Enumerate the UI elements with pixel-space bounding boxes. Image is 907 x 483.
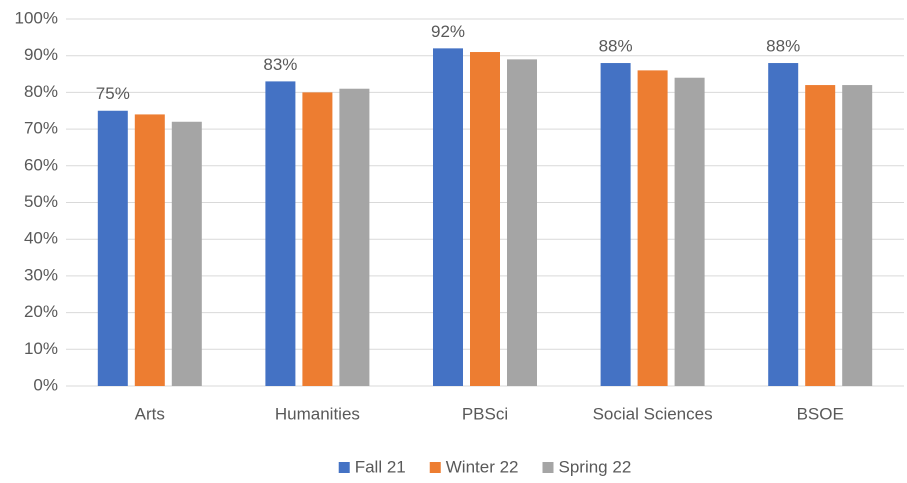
bar bbox=[674, 77, 705, 386]
bar bbox=[171, 121, 202, 386]
y-tick-label: 60% bbox=[24, 155, 58, 174]
x-tick-label: BSOE bbox=[797, 404, 844, 423]
data-label: 92% bbox=[431, 22, 465, 41]
bar bbox=[470, 52, 500, 386]
bar bbox=[265, 81, 296, 386]
x-tick-label: PBSci bbox=[462, 404, 508, 423]
y-tick-label: 50% bbox=[24, 192, 58, 211]
y-tick-label: 80% bbox=[24, 82, 58, 101]
x-tick-label: Social Sciences bbox=[593, 404, 713, 423]
data-label: 88% bbox=[766, 37, 800, 56]
bar bbox=[97, 110, 128, 386]
bar bbox=[507, 59, 537, 387]
legend-label: Fall 21 bbox=[355, 457, 406, 476]
y-tick-label: 40% bbox=[24, 229, 58, 248]
legend-swatch bbox=[338, 462, 350, 473]
y-tick-label: 70% bbox=[24, 119, 58, 138]
y-tick-label: 100% bbox=[15, 8, 58, 27]
bar bbox=[637, 70, 668, 386]
bar bbox=[600, 63, 631, 386]
y-tick-label: 10% bbox=[24, 339, 58, 358]
bar bbox=[842, 85, 873, 386]
legend-label: Spring 22 bbox=[559, 457, 632, 476]
bar bbox=[339, 88, 370, 386]
bar bbox=[433, 48, 463, 387]
legend-swatch bbox=[429, 462, 441, 473]
data-label: 83% bbox=[263, 55, 297, 74]
bar bbox=[134, 114, 165, 387]
data-label: 88% bbox=[599, 37, 633, 56]
bar bbox=[302, 92, 333, 387]
legend-label: Winter 22 bbox=[446, 457, 519, 476]
x-tick-label: Arts bbox=[135, 404, 165, 423]
x-tick-label: Humanities bbox=[275, 404, 360, 423]
legend-swatch bbox=[542, 462, 554, 473]
data-label: 75% bbox=[96, 84, 130, 103]
bar bbox=[805, 85, 836, 386]
y-tick-label: 0% bbox=[33, 375, 58, 394]
y-tick-label: 20% bbox=[24, 302, 58, 321]
bar bbox=[768, 63, 799, 386]
y-tick-label: 90% bbox=[24, 45, 58, 64]
y-tick-label: 30% bbox=[24, 265, 58, 284]
